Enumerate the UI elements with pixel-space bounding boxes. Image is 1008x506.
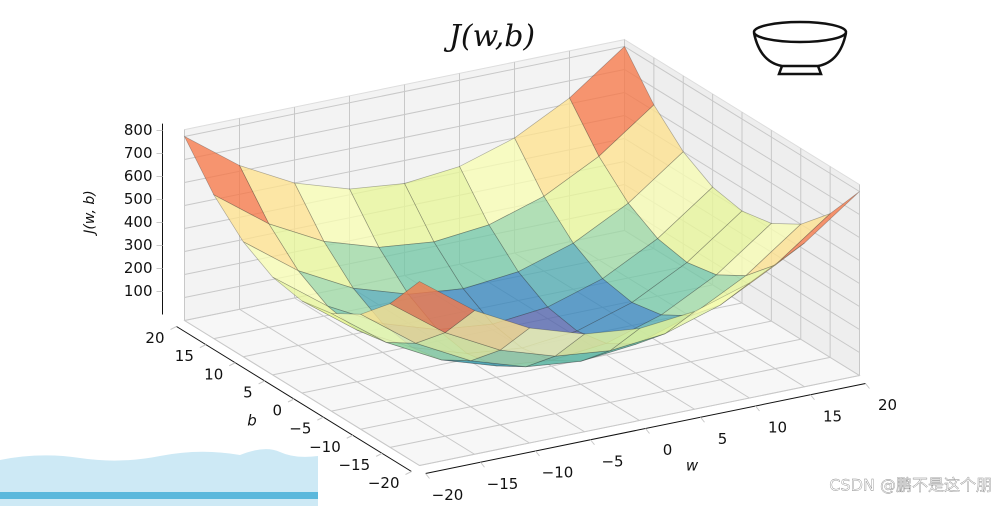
surface-cell bbox=[609, 311, 695, 351]
z-tick-label: 200 bbox=[124, 259, 153, 277]
watermark: CSDN @鹏不是这个朋 bbox=[829, 476, 992, 495]
y-tick bbox=[405, 471, 412, 475]
x-tick-label: −15 bbox=[487, 475, 519, 493]
z-tick-label: 600 bbox=[124, 167, 153, 185]
grid-line bbox=[184, 92, 625, 183]
y-tick bbox=[375, 452, 383, 457]
surface-cell bbox=[331, 313, 416, 344]
x-tick-label: 5 bbox=[718, 430, 728, 448]
z-tick-label: 100 bbox=[124, 282, 153, 300]
z-tick-label: 500 bbox=[124, 190, 153, 208]
surface-cell bbox=[525, 350, 611, 368]
surface bbox=[183, 45, 860, 368]
y-tick bbox=[346, 434, 353, 439]
x-tick-label: −10 bbox=[542, 464, 574, 482]
surface-cell bbox=[664, 282, 750, 334]
y-tick-label: −20 bbox=[368, 474, 400, 492]
y-tick-label: 5 bbox=[243, 383, 253, 401]
x-tick bbox=[865, 383, 870, 389]
y-tick bbox=[258, 380, 265, 385]
x-tick-label: 0 bbox=[663, 441, 673, 459]
y-tick-label: −5 bbox=[289, 420, 311, 438]
surface-cell bbox=[774, 191, 860, 266]
surface-cell bbox=[301, 300, 387, 343]
y-tick bbox=[170, 326, 177, 330]
grid-line bbox=[390, 356, 831, 448]
grid-line bbox=[419, 375, 860, 466]
y-tick-label: 15 bbox=[175, 347, 194, 365]
x-tick bbox=[425, 473, 430, 479]
y-tick-label: 10 bbox=[204, 365, 223, 383]
x-tick-label: 10 bbox=[768, 419, 787, 437]
background: 100200300400500600700800−20−15−10−505101… bbox=[124, 38, 897, 504]
subtitle-overlay bbox=[0, 449, 318, 506]
x-axis-label: w bbox=[686, 457, 699, 475]
x-tick-label: 15 bbox=[823, 407, 842, 425]
grid-line bbox=[184, 69, 625, 160]
surface-cell bbox=[553, 328, 641, 357]
y-tick-label: −10 bbox=[309, 438, 341, 456]
grid-line bbox=[331, 320, 772, 412]
x-tick bbox=[480, 461, 485, 468]
x-tick-label: 20 bbox=[878, 396, 897, 414]
z-tick-label: 300 bbox=[124, 236, 153, 254]
z-axis-label: J(w, b) bbox=[82, 190, 98, 236]
grid-line bbox=[184, 46, 625, 137]
y-tick-label: −15 bbox=[338, 456, 370, 474]
y-tick-label: 20 bbox=[145, 329, 164, 347]
surface-cell bbox=[359, 303, 446, 344]
x-tick bbox=[590, 439, 595, 446]
y-tick bbox=[317, 416, 324, 421]
x-tick-label: −20 bbox=[432, 486, 464, 504]
x-tick bbox=[700, 416, 705, 423]
grid-line bbox=[624, 69, 860, 215]
surface-cell bbox=[389, 281, 476, 334]
z-tick-label: 400 bbox=[124, 213, 153, 231]
y-tick bbox=[229, 362, 236, 367]
y-axis-label: b bbox=[247, 412, 257, 430]
y-tick bbox=[199, 344, 207, 349]
x-tick bbox=[755, 405, 760, 412]
x-tick bbox=[535, 450, 540, 457]
z-tick-label: 800 bbox=[124, 121, 153, 139]
x-tick bbox=[810, 394, 815, 401]
y-tick bbox=[287, 398, 295, 403]
grid-line bbox=[360, 338, 801, 430]
x-tick-label: −5 bbox=[601, 452, 623, 470]
y-tick-label: 0 bbox=[272, 402, 282, 420]
grid-line bbox=[624, 46, 860, 192]
x-tick bbox=[645, 428, 650, 434]
surface-cell bbox=[719, 242, 805, 306]
bowl-icon bbox=[752, 20, 848, 76]
grid-line bbox=[624, 92, 860, 238]
chart-title: J(w,b) bbox=[443, 19, 535, 54]
subtitle-bar bbox=[0, 492, 318, 499]
z-tick-label: 700 bbox=[124, 144, 153, 162]
surface-cell bbox=[183, 135, 270, 225]
